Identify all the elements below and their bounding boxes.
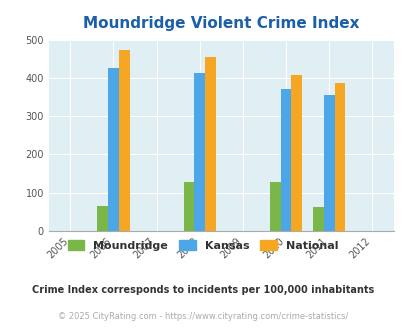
Bar	[280, 89, 291, 231]
Bar	[108, 68, 119, 231]
Bar	[194, 73, 205, 231]
Text: Crime Index corresponds to incidents per 100,000 inhabitants: Crime Index corresponds to incidents per…	[32, 285, 373, 295]
Bar	[183, 182, 194, 231]
Legend: Moundridge, Kansas, National: Moundridge, Kansas, National	[63, 236, 342, 255]
Title: Moundridge Violent Crime Index: Moundridge Violent Crime Index	[83, 16, 359, 31]
Bar	[97, 206, 108, 231]
Bar	[291, 75, 301, 231]
Bar	[205, 57, 215, 231]
Bar	[119, 50, 129, 231]
Text: © 2025 CityRating.com - https://www.cityrating.com/crime-statistics/: © 2025 CityRating.com - https://www.city…	[58, 312, 347, 321]
Bar	[334, 83, 344, 231]
Bar	[269, 182, 280, 231]
Bar	[323, 95, 334, 231]
Bar	[312, 207, 323, 231]
